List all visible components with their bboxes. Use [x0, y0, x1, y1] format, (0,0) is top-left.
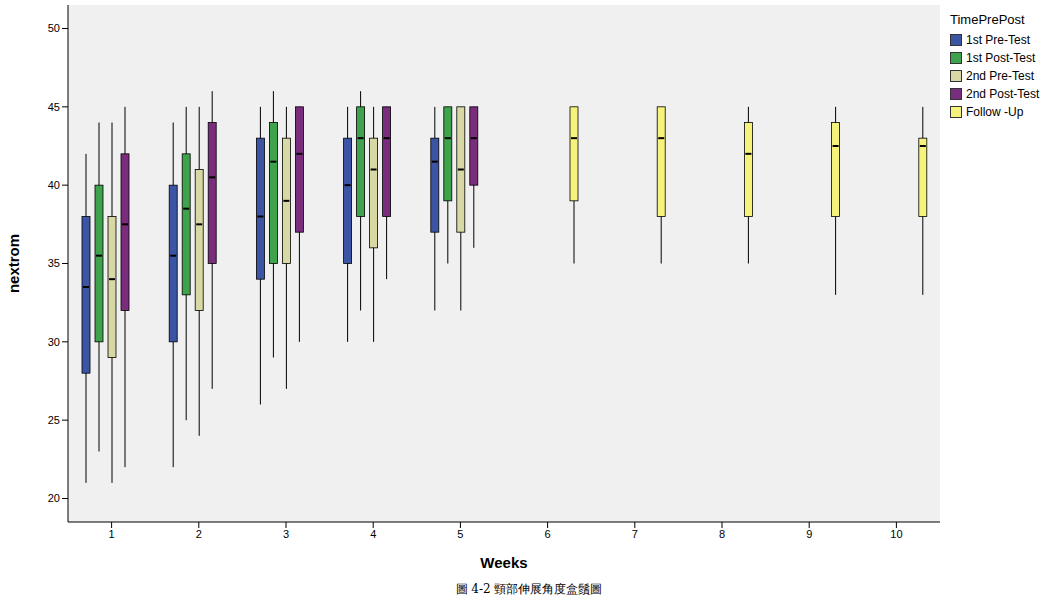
svg-text:1: 1: [109, 528, 115, 540]
html-text:2nd Post-Test: 2nd Post-Test: [966, 87, 1040, 101]
svg-text:6: 6: [545, 528, 551, 540]
html-text:圖 4-2 頸部伸展角度盒鬚圖: 圖 4-2 頸部伸展角度盒鬚圖: [455, 582, 603, 596]
html-text:1st Pre-Test: 1st Pre-Test: [966, 33, 1030, 47]
svg-text:8: 8: [719, 528, 725, 540]
svg-text:2: 2: [196, 528, 202, 540]
svg-text:Weeks: Weeks: [480, 554, 527, 571]
html-text:Follow -Up: Follow -Up: [966, 105, 1024, 119]
svg-text:7: 7: [632, 528, 638, 540]
svg-text:3: 3: [283, 528, 289, 540]
svg-text:40: 40: [48, 179, 60, 191]
svg-text:5: 5: [457, 528, 463, 540]
html-text:TimePrePost: TimePrePost: [950, 12, 1025, 27]
svg-text:4: 4: [370, 528, 376, 540]
svg-text:35: 35: [48, 257, 60, 269]
html-text:2nd Pre-Test: 2nd Pre-Test: [966, 69, 1034, 83]
svg-text:45: 45: [48, 101, 60, 113]
svg-text:30: 30: [48, 336, 60, 348]
svg-text:10: 10: [890, 528, 902, 540]
svg-text:nextrom: nextrom: [5, 234, 22, 293]
svg-text:25: 25: [48, 414, 60, 426]
html-text:1st Post-Test: 1st Post-Test: [966, 51, 1036, 65]
svg-text:9: 9: [806, 528, 812, 540]
svg-text:50: 50: [48, 22, 60, 34]
svg-text:20: 20: [48, 492, 60, 504]
